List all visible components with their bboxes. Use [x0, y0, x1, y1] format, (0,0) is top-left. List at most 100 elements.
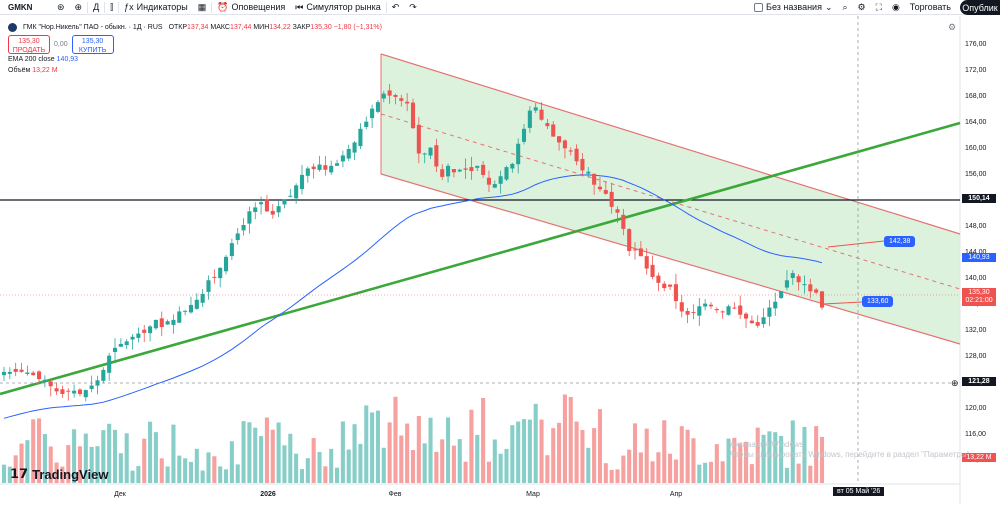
candle-body[interactable] — [340, 155, 345, 162]
candle-body[interactable] — [334, 163, 340, 166]
candle-body[interactable] — [188, 304, 194, 313]
candle-body[interactable] — [428, 147, 433, 156]
candle-body[interactable] — [229, 243, 234, 257]
candle-body[interactable] — [19, 369, 24, 372]
candle-body[interactable] — [808, 284, 813, 292]
candle-body[interactable] — [527, 110, 532, 128]
candle-body[interactable] — [521, 128, 527, 142]
candle-body[interactable] — [112, 347, 118, 352]
fullscreen-icon[interactable]: ⛶ — [875, 1, 882, 12]
annotation-label-upper[interactable]: 142,38 — [884, 236, 916, 247]
candle-body[interactable] — [329, 165, 334, 173]
candle-body[interactable] — [510, 163, 515, 169]
candle-body[interactable] — [673, 284, 678, 302]
candle-body[interactable] — [819, 291, 825, 308]
candle-body[interactable] — [60, 389, 65, 394]
candle-body[interactable] — [48, 381, 53, 387]
channel-lower-line[interactable] — [380, 173, 961, 345]
candle-body[interactable] — [446, 165, 451, 177]
candle-body[interactable] — [89, 385, 94, 389]
candle-body[interactable] — [405, 101, 410, 104]
candle-body[interactable] — [247, 211, 252, 224]
candle-body[interactable] — [632, 249, 638, 251]
candle-body[interactable] — [136, 333, 141, 338]
sell-button[interactable]: 135,30 ПРОДАТЬ — [8, 35, 50, 54]
compare-icon[interactable]: ⊛ — [57, 1, 65, 12]
candle-body[interactable] — [375, 102, 380, 112]
candle-body[interactable] — [311, 166, 316, 170]
candle-body[interactable] — [697, 306, 702, 316]
candle-body[interactable] — [206, 280, 211, 292]
candle-body[interactable] — [77, 389, 83, 394]
candle-body[interactable] — [294, 185, 299, 199]
time-axis[interactable]: Дек 2026 Фев Мар Апр — [114, 491, 682, 498]
candle-body[interactable] — [305, 168, 310, 176]
candle-body[interactable] — [364, 121, 369, 127]
candle-body[interactable] — [451, 169, 456, 173]
candle-body[interactable] — [7, 371, 12, 374]
templates-icon[interactable]: ▦ — [197, 1, 207, 12]
candle-body[interactable] — [796, 276, 801, 283]
candle-body[interactable] — [276, 206, 281, 213]
candle-body[interactable] — [177, 311, 182, 323]
legend-title-row[interactable]: ГМК "Нор.Никель" ПАО - обыкн. · 1Д · RUS… — [8, 22, 382, 33]
candle-body[interactable] — [545, 123, 550, 127]
candle-body[interactable] — [264, 199, 269, 212]
candle-body[interactable] — [685, 310, 690, 315]
candle-body[interactable] — [422, 153, 427, 155]
candle-body[interactable] — [118, 343, 123, 347]
alerts-button[interactable]: ⏰ Оповещения — [212, 0, 290, 15]
candle-body[interactable] — [703, 303, 708, 307]
candle-body[interactable] — [223, 256, 229, 272]
candle-body[interactable] — [323, 165, 328, 170]
candle-body[interactable] — [720, 311, 725, 313]
add-alert-icon[interactable]: ⊕ — [951, 378, 959, 388]
candle-body[interactable] — [779, 291, 784, 298]
candle-body[interactable] — [557, 136, 562, 143]
candle-body[interactable] — [54, 388, 59, 392]
candle-body[interactable] — [726, 306, 731, 315]
candle-body[interactable] — [13, 368, 18, 372]
settings-gear-icon[interactable]: ⚙ — [948, 22, 957, 32]
candle-body[interactable] — [475, 165, 480, 168]
candle-body[interactable] — [434, 145, 439, 167]
settings-icon[interactable]: ⚙ — [857, 1, 866, 12]
tradingview-logo[interactable]: 𝟭𝟳 TradingView — [10, 466, 108, 482]
candle-body[interactable] — [72, 390, 77, 394]
replay-button[interactable]: ⏮ Симулятор рынка — [290, 0, 385, 15]
candle-body[interactable] — [486, 177, 492, 185]
candle-body[interactable] — [142, 329, 147, 333]
candle-body[interactable] — [586, 171, 591, 174]
candle-body[interactable] — [492, 184, 497, 188]
candle-body[interactable] — [352, 142, 357, 153]
candle-body[interactable] — [159, 318, 164, 328]
candle-body[interactable] — [533, 107, 538, 111]
candle-body[interactable] — [148, 326, 153, 334]
candle-body[interactable] — [393, 94, 398, 97]
publish-button[interactable]: Опублик — [960, 0, 1000, 15]
candle-body[interactable] — [621, 214, 626, 229]
candle-body[interactable] — [732, 307, 737, 309]
candle-body[interactable] — [440, 169, 445, 177]
candle-body[interactable] — [194, 299, 199, 309]
candle-body[interactable] — [235, 233, 240, 241]
volume-legend[interactable]: Объём 13,22 M — [8, 65, 382, 76]
candle-body[interactable] — [802, 284, 807, 286]
candle-body[interactable] — [650, 264, 655, 277]
candle-body[interactable] — [481, 164, 486, 175]
candle-body[interactable] — [270, 210, 275, 215]
candle-body[interactable] — [516, 143, 521, 165]
candle-body[interactable] — [410, 102, 416, 129]
candle-body[interactable] — [1, 371, 7, 376]
candle-body[interactable] — [183, 310, 188, 312]
candle-body[interactable] — [31, 372, 36, 376]
candle-body[interactable] — [171, 319, 176, 325]
undo-icon[interactable]: ↶ — [391, 1, 400, 12]
trade-button[interactable]: Торговать — [905, 0, 956, 15]
candle-body[interactable] — [457, 169, 462, 172]
candle-body[interactable] — [574, 148, 579, 162]
chart-area[interactable]: 176,00172,00168,00164,00160,00156,00152,… — [0, 16, 1000, 504]
camera-icon[interactable]: ◉ — [891, 1, 900, 12]
indicators-button[interactable]: ƒx Индикаторы — [119, 0, 193, 15]
channel-upper-line[interactable] — [380, 53, 961, 235]
